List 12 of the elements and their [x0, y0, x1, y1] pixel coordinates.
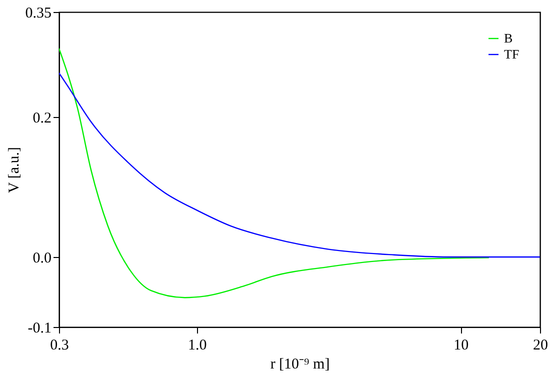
legend-label: TF: [504, 46, 520, 62]
x-tick-label: 1.0: [188, 338, 207, 354]
y-tick-label: 0.0: [32, 250, 52, 266]
x-tick-label: 0.3: [50, 338, 69, 354]
x-tick-label: 20: [533, 338, 548, 354]
legend-label: B: [504, 30, 513, 46]
y-tick-label: 0.35: [25, 6, 52, 22]
y-axis-title: V [a.u.]: [6, 147, 22, 193]
y-tick-label: 0.2: [32, 110, 52, 126]
x-axis-title: r [10⁻⁹ m]: [270, 356, 330, 372]
y-tick-label: -0.1: [28, 320, 52, 336]
x-tick-label: 10: [454, 338, 469, 354]
